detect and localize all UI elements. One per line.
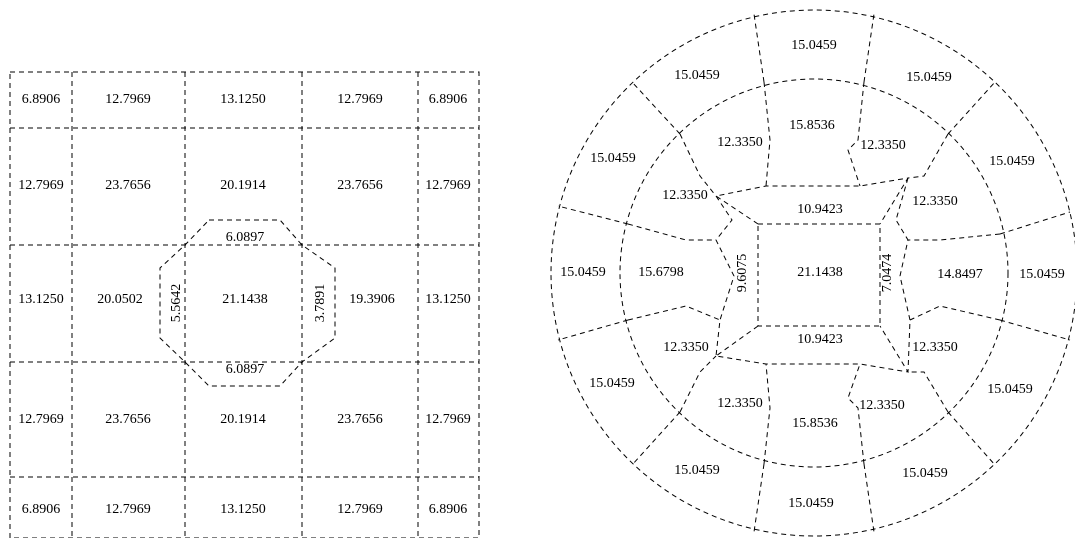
ring-cut (763, 81, 771, 187)
cell-label: 23.7656 (105, 178, 151, 193)
center-octagon (159, 219, 336, 387)
middle-ring-label: 15.6798 (638, 265, 684, 280)
outer-ring-label: 15.0459 (589, 376, 635, 391)
outer-ring-label: 15.0459 (791, 38, 837, 53)
outer-ring-label: 15.0459 (987, 382, 1033, 397)
cell-label: 13.1250 (220, 92, 266, 107)
inner-right-boundary (895, 177, 911, 373)
ring-cut (627, 305, 721, 321)
ring-cut (908, 233, 1001, 241)
cell-label: 23.7656 (105, 412, 151, 427)
inner-bottom-label: 10.9423 (797, 332, 843, 347)
radial-cut (631, 411, 681, 466)
cell-label: 6.8906 (429, 92, 468, 107)
ring-cut (627, 223, 716, 241)
middle-circle (619, 78, 1009, 468)
ring-cut (907, 133, 949, 179)
octagon-left-label: 5.5642 (169, 284, 184, 323)
inner-top-label: 10.9423 (797, 202, 843, 217)
cell-label: 12.7969 (105, 502, 151, 517)
cell-label: 12.7969 (18, 412, 64, 427)
cell-label: 21.1438 (222, 292, 268, 307)
cell-label: 12.7969 (425, 178, 471, 193)
cell-label: 12.7969 (18, 178, 64, 193)
outer-ring-label: 15.0459 (989, 154, 1035, 169)
radial-cut (631, 81, 681, 135)
middle-ring-label: 15.8536 (792, 416, 838, 431)
cell-label: 20.0502 (97, 292, 143, 307)
cell-label: 23.7656 (337, 412, 383, 427)
cell-label: 19.3906 (349, 292, 395, 307)
ring-cut (909, 305, 1001, 321)
inner-top-boundary (714, 177, 909, 225)
middle-ring-label: 12.3350 (717, 396, 763, 411)
outer-ring-label: 15.0459 (788, 496, 834, 511)
outer-ring-label: 15.0459 (590, 151, 636, 166)
middle-ring-label: 12.3350 (859, 398, 905, 413)
outer-ring-label: 15.0459 (1019, 267, 1065, 282)
middle-ring-label: 12.3350 (717, 135, 763, 150)
octagon-bottom-label: 6.0897 (226, 362, 265, 377)
cell-label: 12.7969 (105, 92, 151, 107)
radial-cut (999, 211, 1071, 235)
square-labels: 6.8906 12.7969 13.1250 12.7969 6.8906 12… (18, 92, 471, 517)
inner-bottom-boundary (714, 325, 909, 373)
ring-cut (763, 363, 771, 465)
cell-label: 23.7656 (337, 178, 383, 193)
radial-cut (947, 81, 996, 135)
inner-right-label: 7.0474 (880, 254, 895, 293)
square-outline (9, 71, 480, 538)
radial-cut (999, 319, 1071, 341)
circle-partition: 15.0459 15.0459 15.0459 15.0459 15.0459 … (550, 9, 1075, 537)
ring-cut (847, 363, 865, 465)
radial-cut (753, 463, 765, 533)
inner-left-label: 9.6075 (735, 254, 750, 293)
middle-ring-label: 12.3350 (860, 138, 906, 153)
inner-center-label: 21.1438 (797, 265, 843, 280)
middle-ring-label: 12.3350 (663, 340, 709, 355)
cell-label: 20.1914 (220, 412, 266, 427)
cell-label: 12.7969 (337, 92, 383, 107)
middle-ring-label: 14.8497 (937, 267, 983, 282)
middle-ring-label: 12.3350 (912, 340, 958, 355)
ring-cut (847, 81, 865, 187)
outer-ring-label: 15.0459 (902, 466, 948, 481)
middle-ring-cuts (627, 81, 1001, 465)
outer-ring-label: 15.0459 (560, 265, 606, 280)
cell-label: 6.8906 (22, 92, 61, 107)
center-square (757, 223, 881, 327)
cell-label: 13.1250 (18, 292, 64, 307)
square-partition: 6.8906 12.7969 13.1250 12.7969 6.8906 12… (9, 71, 480, 538)
outer-ring-label: 15.0459 (674, 68, 720, 83)
cell-label: 12.7969 (425, 412, 471, 427)
radial-cut (863, 463, 875, 533)
radial-cut (557, 205, 629, 225)
octagon-top-label: 6.0897 (226, 230, 265, 245)
middle-ring-label: 12.3350 (662, 188, 708, 203)
inner-left-boundary (715, 195, 735, 357)
outer-radial-cuts (557, 13, 1071, 533)
cell-label: 6.8906 (429, 502, 468, 517)
radial-cut (753, 13, 765, 83)
ring-cut (908, 371, 949, 413)
radial-cut (947, 411, 996, 466)
cell-label: 6.8906 (22, 502, 61, 517)
cell-label: 20.1914 (220, 178, 266, 193)
cell-label: 13.1250 (425, 292, 471, 307)
middle-ring-label: 15.8536 (789, 118, 835, 133)
radial-cut (863, 13, 875, 83)
outer-ring-label: 15.0459 (674, 463, 720, 478)
ring-cut (679, 133, 717, 197)
middle-ring-label: 12.3350 (912, 194, 958, 209)
outer-ring-label: 15.0459 (906, 70, 952, 85)
octagon-right-label: 3.7891 (313, 284, 328, 323)
ring-cut (679, 355, 717, 413)
circle-labels: 15.0459 15.0459 15.0459 15.0459 15.0459 … (560, 38, 1065, 511)
cell-label: 13.1250 (220, 502, 266, 517)
cell-label: 12.7969 (337, 502, 383, 517)
radial-cut (557, 319, 629, 341)
